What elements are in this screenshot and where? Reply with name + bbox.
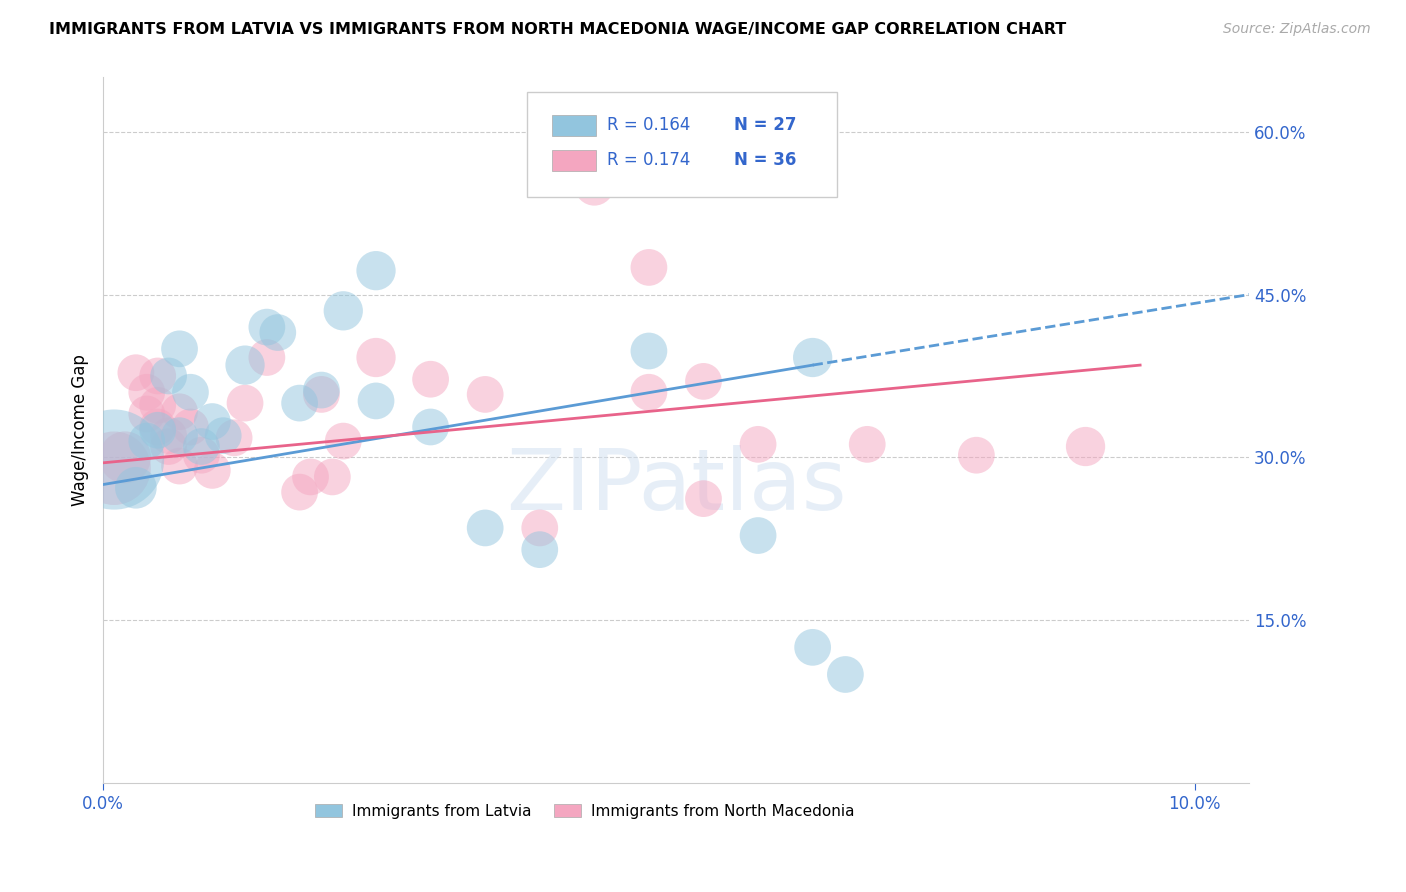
Point: [1074, 440, 1097, 454]
Point: [529, 521, 551, 535]
Point: [474, 521, 496, 535]
Point: [103, 461, 125, 475]
Point: [638, 343, 661, 358]
FancyBboxPatch shape: [553, 115, 596, 136]
Point: [233, 358, 256, 372]
Point: [529, 542, 551, 557]
Point: [201, 463, 224, 477]
Point: [135, 407, 157, 421]
Point: [364, 263, 387, 277]
Point: [965, 448, 987, 462]
Point: [114, 450, 136, 465]
Point: [364, 393, 387, 408]
Point: [419, 372, 441, 386]
Point: [146, 420, 169, 434]
Point: [224, 431, 246, 445]
Point: [157, 440, 180, 454]
Point: [233, 396, 256, 410]
Point: [212, 428, 235, 442]
Point: [332, 303, 354, 318]
Point: [169, 342, 191, 356]
Point: [288, 485, 311, 500]
Point: [419, 420, 441, 434]
Point: [311, 383, 333, 397]
Point: [146, 398, 169, 412]
Point: [135, 385, 157, 400]
Point: [638, 260, 661, 275]
FancyBboxPatch shape: [527, 92, 837, 197]
Point: [125, 366, 148, 380]
Point: [801, 351, 824, 365]
Point: [146, 368, 169, 383]
Point: [474, 387, 496, 401]
Text: ZIPatlas: ZIPatlas: [506, 445, 846, 528]
Point: [288, 396, 311, 410]
Text: N = 36: N = 36: [734, 151, 796, 169]
Point: [169, 405, 191, 419]
Point: [190, 448, 212, 462]
Text: R = 0.174: R = 0.174: [607, 151, 690, 169]
Point: [834, 667, 856, 681]
Text: R = 0.164: R = 0.164: [607, 116, 690, 134]
Point: [332, 434, 354, 449]
Point: [311, 387, 333, 401]
Point: [169, 428, 191, 442]
Text: Source: ZipAtlas.com: Source: ZipAtlas.com: [1223, 22, 1371, 37]
Text: N = 27: N = 27: [734, 116, 796, 134]
Point: [692, 375, 714, 389]
Point: [190, 440, 212, 454]
Point: [747, 437, 769, 451]
Point: [157, 368, 180, 383]
Point: [583, 179, 606, 194]
Point: [256, 320, 278, 334]
Point: [364, 351, 387, 365]
Point: [179, 420, 201, 434]
Point: [146, 423, 169, 437]
Legend: Immigrants from Latvia, Immigrants from North Macedonia: Immigrants from Latvia, Immigrants from …: [309, 797, 860, 825]
Y-axis label: Wage/Income Gap: Wage/Income Gap: [72, 354, 89, 506]
Point: [299, 470, 322, 484]
Point: [267, 326, 290, 340]
FancyBboxPatch shape: [553, 150, 596, 171]
Point: [801, 640, 824, 655]
Point: [256, 351, 278, 365]
Point: [321, 470, 343, 484]
Point: [856, 437, 879, 451]
Point: [169, 458, 191, 473]
Text: IMMIGRANTS FROM LATVIA VS IMMIGRANTS FROM NORTH MACEDONIA WAGE/INCOME GAP CORREL: IMMIGRANTS FROM LATVIA VS IMMIGRANTS FRO…: [49, 22, 1067, 37]
Point: [692, 491, 714, 506]
Point: [179, 385, 201, 400]
Point: [103, 452, 125, 467]
Point: [201, 415, 224, 429]
Point: [747, 528, 769, 542]
Point: [638, 385, 661, 400]
Point: [157, 428, 180, 442]
Point: [125, 481, 148, 495]
Point: [135, 434, 157, 449]
